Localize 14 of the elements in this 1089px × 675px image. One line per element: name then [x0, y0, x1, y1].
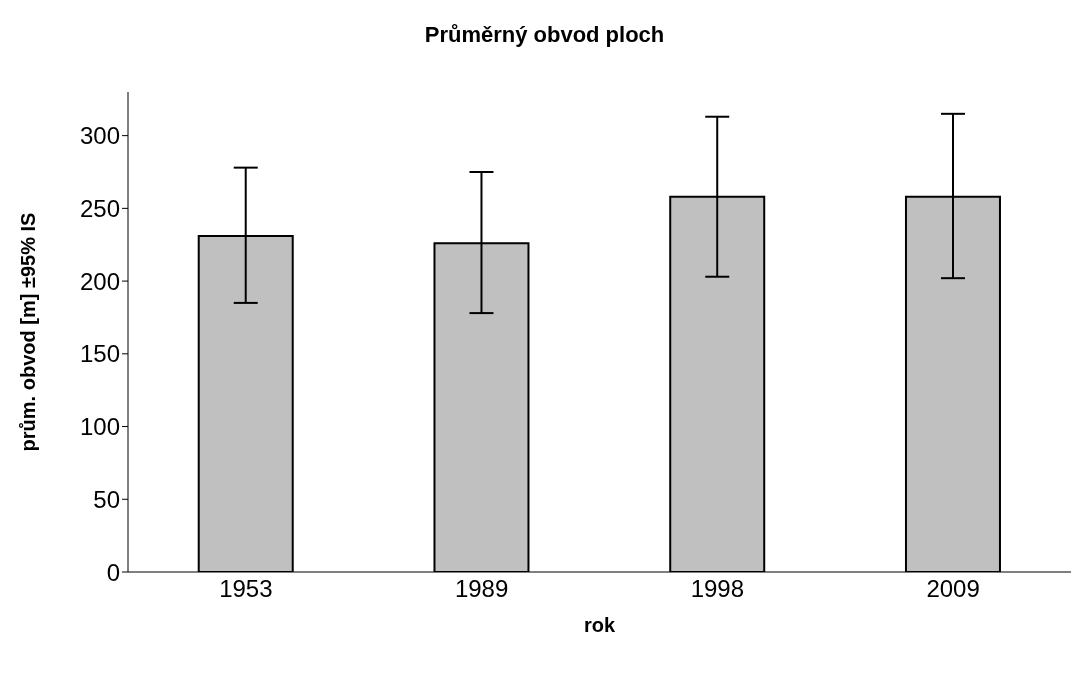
x-tick-label: 1998 — [690, 575, 745, 603]
y-tick-label: 300 — [79, 122, 120, 150]
y-tick-label: 200 — [79, 267, 120, 295]
x-tick-label: 2009 — [926, 575, 980, 603]
x-tick-label: 1989 — [454, 575, 509, 603]
chart-title: Průměrný obvod ploch — [423, 21, 666, 49]
y-axis-title: prům. obvod [m] ±95% IS — [17, 212, 40, 452]
y-tick-label: 150 — [79, 340, 120, 368]
y-tick-label: 250 — [79, 194, 120, 222]
x-tick-label: 1953 — [219, 575, 273, 603]
y-tick-label: 50 — [93, 485, 120, 513]
x-axis-title: rok — [583, 614, 616, 636]
y-tick-label: 100 — [79, 413, 120, 441]
y-tick-label: 0 — [106, 558, 120, 586]
